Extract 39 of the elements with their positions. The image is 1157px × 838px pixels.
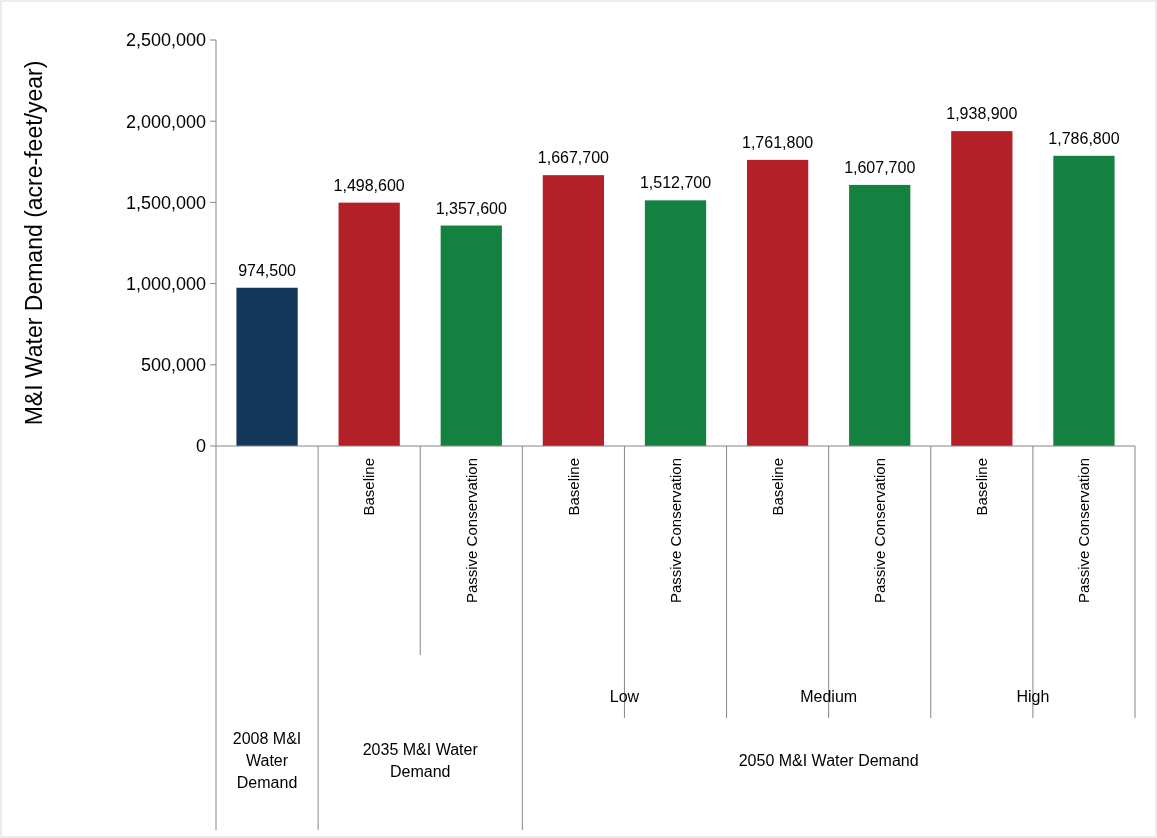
y-axis-title: M&I Water Demand (acre-feet/year) [21,60,47,426]
y-tick-label: 0 [195,436,206,457]
data-label: 1,607,700 [844,158,916,176]
text: 2050 M&I Water Demand [738,751,919,769]
x-tick-label: Passive Conservation [1075,458,1093,604]
bar [1053,155,1115,446]
bar [236,287,298,446]
x-tick-label: Passive Conservation [666,458,684,604]
bar [644,200,707,446]
x-tick-label: Baseline [360,458,378,516]
data-label: 1,761,800 [742,133,814,151]
data-label: 1,357,600 [435,199,507,217]
data-label: 1,667,700 [537,149,610,167]
bar [849,184,911,446]
y-tick-label: 2,000,000 [125,111,206,132]
bar [951,131,1013,446]
x-tick-label: Baseline [973,458,991,516]
text: Medium [800,687,858,705]
y-tick-label: 1,500,000 [125,192,206,213]
text: 2035 M&I Water Demand [362,740,479,780]
data-label: 1,938,900 [946,105,1018,123]
y-tick-label: 2,500,000 [125,30,206,51]
data-label: 974,500 [238,261,297,279]
bar [338,202,400,446]
y-tick-label: 500,000 [140,355,206,376]
x-tick-label: Passive Conservation [462,458,480,604]
bar [746,159,809,446]
text: Low [609,687,640,705]
x-tick-label: Passive Conservation [870,458,888,604]
text: 2008 M&I Water Demand [232,729,302,791]
bar [542,175,605,446]
x-tick-label: Baseline [768,458,786,516]
data-label: 1,498,600 [333,176,405,194]
data-label: 1,786,800 [1048,129,1120,147]
text: High [1016,687,1050,705]
data-label: 1,512,700 [639,174,712,192]
x-tick-label: Baseline [564,458,582,516]
y-tick-label: 1,000,000 [125,273,206,294]
bar [440,225,502,446]
